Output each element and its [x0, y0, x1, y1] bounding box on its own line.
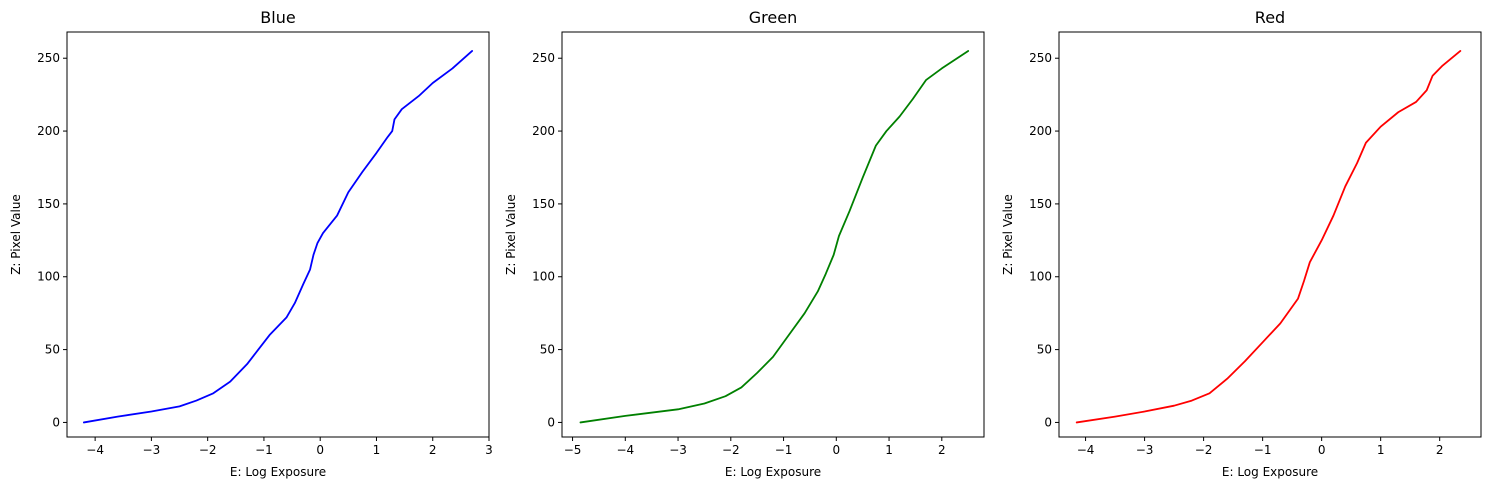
y-tick-label: 200: [37, 124, 60, 138]
y-tick-label: 0: [547, 415, 555, 429]
chart-panel-3: −4 −3 −2 −1 0 1 2 0 50 100 150 200 250 Red E: Log Expo…: [1001, 8, 1482, 479]
x-tick-label: 3: [485, 443, 493, 457]
chart-panel-1: −4 −3 −2 −1 0 1 2 3 0 50 100 150 200 250 Blue E: Log Ex…: [9, 8, 493, 479]
y-tick-label: 150: [532, 197, 555, 211]
chart-panel-2: −5 −4 −3 −2 −1 0 1 2 0 50 100 150 200 250 Green E: Log …: [504, 8, 985, 479]
y-tick-label: 100: [1029, 270, 1052, 284]
y-tick-label: 250: [1029, 51, 1052, 65]
x-tick-label: −4: [1077, 443, 1095, 457]
x-tick-label: −4: [86, 443, 104, 457]
y-tick-label: 200: [532, 124, 555, 138]
x-tick-label: −3: [669, 443, 687, 457]
chart-title: Blue: [260, 8, 295, 27]
x-tick-label: 0: [316, 443, 324, 457]
y-tick-label: 100: [37, 270, 60, 284]
chart-title: Red: [1255, 8, 1285, 27]
x-tick-label: 1: [1377, 443, 1385, 457]
x-tick-label: 2: [938, 443, 946, 457]
x-tick-label: −2: [1195, 443, 1213, 457]
x-tick-label: 0: [1318, 443, 1326, 457]
y-axis-label: Z: Pixel Value: [504, 194, 518, 275]
y-tick-label: 50: [1037, 343, 1052, 357]
x-tick-label: 1: [373, 443, 381, 457]
x-tick-label: 2: [1436, 443, 1444, 457]
y-tick-label: 200: [1029, 124, 1052, 138]
plot-frame: [561, 31, 985, 438]
x-tick-label: −4: [616, 443, 634, 457]
x-tick-label: −1: [1254, 443, 1272, 457]
x-axis-label: E: Log Exposure: [230, 465, 326, 479]
y-tick-label: 150: [37, 197, 60, 211]
x-tick-label: −3: [143, 443, 161, 457]
x-tick-label: −1: [775, 443, 793, 457]
x-tick-label: −2: [722, 443, 740, 457]
series-line-1: [82, 50, 474, 424]
x-tick-label: −3: [1136, 443, 1154, 457]
y-tick-label: 0: [1044, 415, 1052, 429]
y-tick-label: 50: [45, 343, 60, 357]
y-tick-label: 250: [37, 51, 60, 65]
x-tick-label: 2: [429, 443, 437, 457]
y-tick-label: 0: [52, 415, 60, 429]
y-tick-label: 100: [532, 270, 555, 284]
x-axis-label: E: Log Exposure: [1222, 465, 1318, 479]
y-tick-label: 250: [532, 51, 555, 65]
x-axis-label: E: Log Exposure: [725, 465, 821, 479]
y-axis-label: Z: Pixel Value: [9, 194, 23, 275]
y-axis-label: Z: Pixel Value: [1001, 194, 1015, 275]
chart-title: Green: [749, 8, 797, 27]
plot-frame: [66, 31, 490, 438]
x-tick-label: −1: [255, 443, 273, 457]
y-tick-label: 150: [1029, 197, 1052, 211]
plot-frame: [1058, 31, 1482, 438]
x-tick-label: 0: [832, 443, 840, 457]
x-tick-label: −5: [564, 443, 582, 457]
x-tick-label: 1: [885, 443, 893, 457]
x-tick-label: −2: [199, 443, 217, 457]
y-tick-label: 50: [540, 343, 555, 357]
series-line-1: [579, 50, 970, 424]
series-line-1: [1075, 50, 1462, 424]
